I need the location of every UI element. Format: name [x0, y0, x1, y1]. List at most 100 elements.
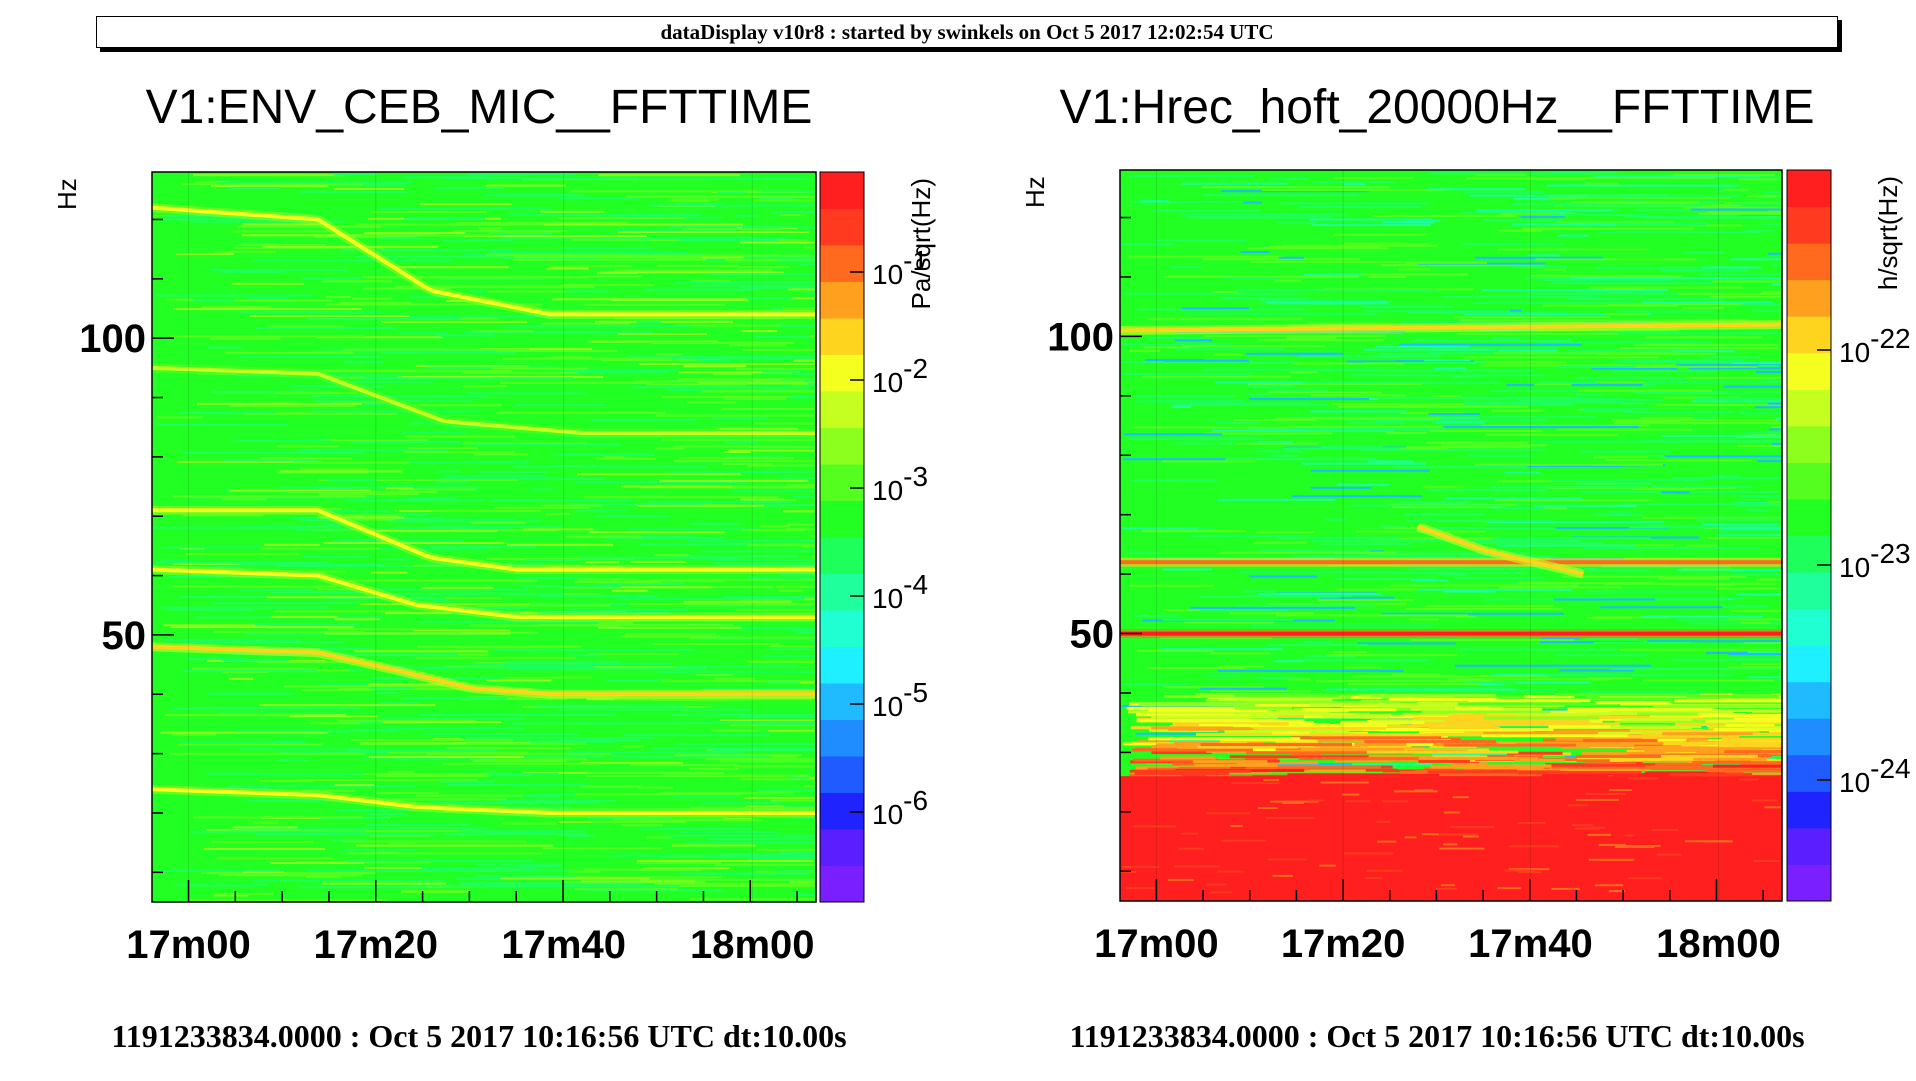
noise-streak	[1136, 649, 1214, 652]
noise-streak	[190, 830, 366, 833]
noise-streak	[1174, 348, 1285, 351]
noise-streak	[1506, 384, 1643, 387]
noise-streak	[1182, 345, 1326, 348]
noise-streak	[284, 685, 454, 688]
noise-streak	[1246, 385, 1294, 388]
noise-streak	[1257, 440, 1294, 443]
noise-streak	[1268, 389, 1328, 392]
noise-streak	[1163, 609, 1224, 612]
noise-streak	[1628, 777, 1659, 780]
noise-streak	[544, 513, 570, 516]
noise-streak	[277, 759, 309, 762]
noise-streak	[1738, 412, 1782, 415]
noise-streak	[1216, 714, 1357, 718]
noise-streak	[601, 359, 721, 362]
noise-streak	[311, 395, 487, 398]
noise-streak	[300, 190, 408, 193]
noise-streak	[1419, 731, 1502, 735]
noise-streak	[617, 231, 809, 234]
noise-streak	[1206, 749, 1315, 753]
noise-streak	[209, 337, 281, 340]
noise-streak	[172, 733, 216, 736]
noise-streak	[1364, 740, 1497, 744]
noise-streak	[560, 197, 639, 200]
noise-streak	[1461, 721, 1512, 725]
noise-streak	[486, 679, 552, 682]
noise-streak	[351, 738, 514, 741]
noise-streak	[1366, 361, 1486, 364]
noise-streak	[1604, 582, 1776, 585]
noise-streak	[201, 305, 272, 308]
noise-streak	[1357, 396, 1554, 399]
noise-streak	[754, 422, 816, 425]
noise-streak	[509, 668, 706, 671]
noise-streak	[1530, 172, 1587, 175]
noise-streak	[582, 275, 643, 278]
noise-streak	[1633, 746, 1753, 750]
noise-streak	[1683, 206, 1782, 209]
noise-streak	[181, 183, 363, 186]
noise-streak	[646, 836, 672, 839]
noise-streak	[342, 840, 527, 843]
noise-streak	[1348, 421, 1404, 424]
noise-streak	[435, 480, 470, 483]
noise-streak	[169, 335, 365, 338]
noise-streak	[333, 187, 405, 190]
noise-streak	[487, 290, 567, 293]
noise-streak	[1258, 299, 1375, 302]
noise-streak	[190, 220, 343, 223]
noise-streak	[1238, 288, 1439, 291]
noise-streak	[470, 758, 588, 761]
noise-streak	[521, 585, 622, 588]
noise-streak	[1344, 666, 1382, 669]
noise-streak	[1654, 762, 1703, 766]
noise-streak	[1421, 833, 1439, 836]
noise-streak	[1432, 755, 1488, 759]
noise-streak	[1611, 370, 1717, 373]
noise-streak	[443, 832, 588, 835]
noise-streak	[1702, 523, 1778, 526]
noise-streak	[1675, 716, 1735, 720]
noise-streak	[1310, 394, 1406, 397]
noise-streak	[1717, 529, 1782, 532]
noise-streak	[737, 266, 790, 269]
noise-streak	[1624, 410, 1734, 413]
noise-streak	[1418, 759, 1480, 763]
noise-streak	[652, 642, 779, 645]
noise-streak	[1596, 381, 1645, 384]
noise-streak	[1163, 275, 1359, 278]
noise-streak	[209, 566, 241, 569]
noise-streak	[231, 282, 305, 285]
noise-streak	[1691, 400, 1782, 403]
noise-streak	[275, 610, 409, 613]
noise-streak	[1368, 689, 1557, 692]
noise-streak	[262, 245, 438, 248]
noise-streak	[1142, 703, 1273, 707]
colorbar-tick-exponent: -6	[903, 785, 928, 816]
noise-streak	[778, 260, 816, 263]
noise-streak	[574, 580, 662, 583]
noise-streak	[582, 889, 723, 892]
noise-streak	[782, 307, 816, 310]
noise-streak	[671, 198, 720, 201]
noise-streak	[1608, 890, 1625, 893]
colorbar-tick-exponent: -23	[1870, 538, 1910, 569]
noise-streak	[500, 762, 600, 765]
noise-streak	[583, 496, 777, 499]
noise-streak	[325, 514, 399, 517]
noise-streak	[364, 231, 466, 234]
noise-streak	[1742, 303, 1782, 306]
noise-streak	[274, 392, 357, 395]
noise-streak	[1539, 641, 1644, 644]
colorbar-tick-label: 10-22	[1839, 323, 1911, 368]
noise-streak	[437, 470, 460, 473]
noise-streak	[1717, 534, 1782, 537]
noise-streak	[1122, 343, 1233, 346]
noise-streak	[628, 528, 759, 531]
noise-streak	[748, 661, 814, 664]
noise-streak	[295, 528, 398, 531]
noise-streak	[626, 195, 816, 198]
noise-streak	[722, 463, 772, 466]
noise-streak	[1413, 716, 1525, 720]
noise-streak	[813, 498, 816, 501]
